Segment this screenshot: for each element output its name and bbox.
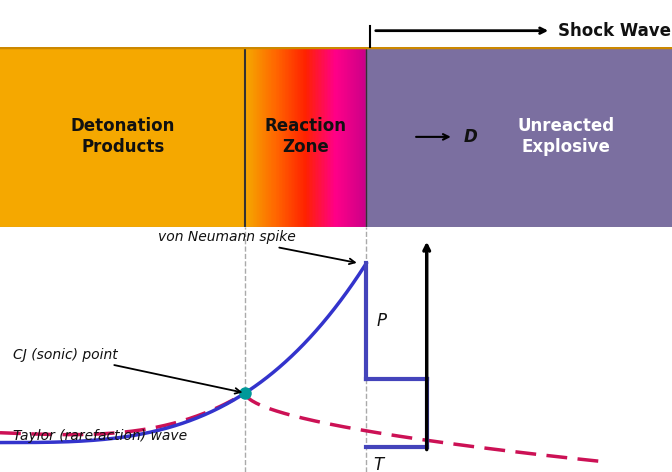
Bar bbox=[259, 47, 260, 227]
Bar bbox=[294, 47, 295, 227]
Bar bbox=[345, 47, 347, 227]
Bar bbox=[280, 47, 282, 227]
Text: Reaction
Zone: Reaction Zone bbox=[265, 118, 347, 156]
Bar bbox=[283, 47, 284, 227]
Bar bbox=[273, 47, 274, 227]
Bar bbox=[327, 47, 329, 227]
Bar bbox=[266, 47, 268, 227]
Bar bbox=[301, 47, 303, 227]
Bar bbox=[276, 47, 277, 227]
Text: Detonation
Products: Detonation Products bbox=[71, 118, 175, 156]
Bar bbox=[278, 47, 280, 227]
Bar bbox=[365, 47, 366, 227]
Bar bbox=[0, 47, 245, 227]
Bar bbox=[359, 47, 360, 227]
Bar bbox=[247, 47, 249, 227]
Bar bbox=[354, 47, 355, 227]
Bar bbox=[314, 47, 317, 227]
Bar bbox=[282, 47, 283, 227]
Text: Shock Wave: Shock Wave bbox=[558, 22, 671, 40]
Bar bbox=[256, 47, 257, 227]
Bar bbox=[363, 47, 365, 227]
Bar bbox=[263, 47, 265, 227]
Bar bbox=[286, 47, 288, 227]
Bar bbox=[292, 47, 294, 227]
Bar bbox=[351, 47, 353, 227]
Bar bbox=[249, 47, 250, 227]
Bar bbox=[324, 47, 325, 227]
Bar bbox=[349, 47, 351, 227]
Bar bbox=[304, 47, 306, 227]
Bar bbox=[341, 47, 342, 227]
Bar bbox=[269, 47, 271, 227]
Text: von Neumann spike: von Neumann spike bbox=[158, 230, 355, 264]
Bar bbox=[313, 47, 314, 227]
Bar bbox=[323, 47, 324, 227]
Bar bbox=[318, 47, 319, 227]
Bar bbox=[337, 47, 339, 227]
Text: D: D bbox=[464, 128, 477, 146]
Bar bbox=[254, 47, 256, 227]
Bar bbox=[348, 47, 349, 227]
Bar bbox=[306, 47, 307, 227]
Bar bbox=[253, 47, 254, 227]
Bar bbox=[355, 47, 358, 227]
Bar bbox=[277, 47, 278, 227]
Text: P: P bbox=[376, 312, 386, 330]
Bar bbox=[336, 47, 337, 227]
Bar bbox=[362, 47, 363, 227]
Text: T: T bbox=[373, 455, 383, 472]
Bar bbox=[308, 47, 310, 227]
Bar bbox=[268, 47, 269, 227]
Bar bbox=[343, 47, 345, 227]
Bar bbox=[329, 47, 330, 227]
Bar bbox=[317, 47, 318, 227]
Bar bbox=[250, 47, 251, 227]
Bar bbox=[288, 47, 289, 227]
Bar bbox=[289, 47, 291, 227]
Text: Taylor (rarefaction) wave: Taylor (rarefaction) wave bbox=[13, 429, 187, 443]
Bar bbox=[302, 47, 304, 227]
Bar bbox=[331, 47, 333, 227]
Bar bbox=[290, 47, 292, 227]
Bar bbox=[265, 47, 266, 227]
Bar bbox=[295, 47, 297, 227]
Bar bbox=[360, 47, 362, 227]
Bar bbox=[261, 47, 262, 227]
Bar bbox=[312, 47, 313, 227]
Bar bbox=[284, 47, 286, 227]
Bar bbox=[245, 47, 247, 227]
Bar bbox=[319, 47, 321, 227]
Bar bbox=[321, 47, 323, 227]
Bar bbox=[339, 47, 341, 227]
Bar bbox=[358, 47, 359, 227]
Bar bbox=[347, 47, 348, 227]
Bar bbox=[342, 47, 343, 227]
Bar bbox=[310, 47, 312, 227]
Bar bbox=[296, 47, 298, 227]
Bar bbox=[274, 47, 276, 227]
Bar bbox=[262, 47, 263, 227]
Bar bbox=[330, 47, 331, 227]
Text: CJ (sonic) point: CJ (sonic) point bbox=[13, 348, 241, 394]
Bar bbox=[251, 47, 253, 227]
Bar bbox=[271, 47, 273, 227]
Bar bbox=[257, 47, 259, 227]
Bar bbox=[335, 47, 336, 227]
Bar bbox=[307, 47, 309, 227]
Bar bbox=[366, 47, 672, 227]
Bar bbox=[333, 47, 335, 227]
Bar bbox=[325, 47, 327, 227]
Text: Unreacted
Explosive: Unreacted Explosive bbox=[517, 118, 615, 156]
Bar bbox=[298, 47, 300, 227]
Bar bbox=[300, 47, 301, 227]
Bar bbox=[353, 47, 354, 227]
